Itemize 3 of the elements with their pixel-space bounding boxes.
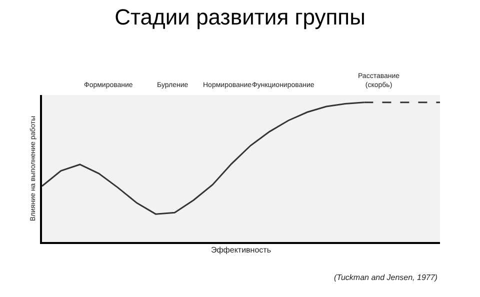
text: (Tuckman and Jensen, 1977) [334,273,438,282]
chart-title: Стадии развития группы [114,4,366,30]
x-axis-title: Эффективность [210,245,272,254]
